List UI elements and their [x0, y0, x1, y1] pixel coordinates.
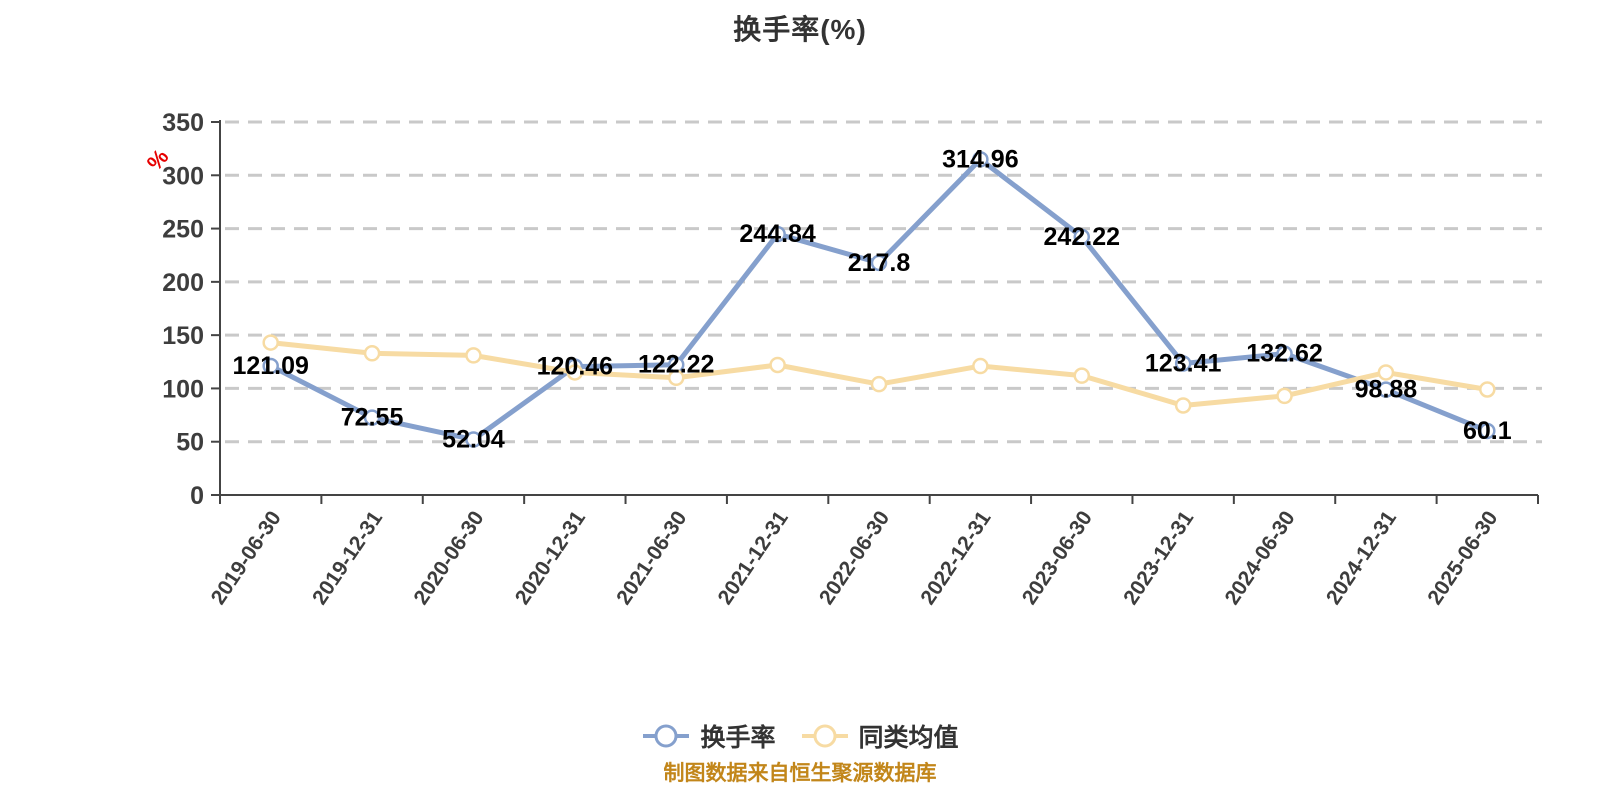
x-axis-label: 2023-06-30: [1018, 507, 1097, 609]
y-axis-label: 50: [176, 429, 204, 457]
data-point-category-average: [262, 334, 279, 351]
data-point-turnover-rate: [1174, 355, 1192, 372]
data-point-turnover-rate: [769, 225, 786, 243]
data-label-turnover-rate: 120.46: [537, 353, 613, 381]
data-point-category-average: [465, 347, 482, 364]
data-label-turnover-rate: 60.1: [1463, 417, 1512, 445]
data-label-turnover-rate: 217.8: [848, 249, 911, 277]
legend-item-turnover-rate[interactable]: 换手率: [641, 718, 776, 754]
series-line-turnover-rate: [268, 156, 1490, 443]
y-axis-label: 150: [162, 322, 204, 350]
data-label-turnover-rate: 123.41: [1145, 349, 1222, 377]
data-label-turnover-rate: 132.62: [1246, 340, 1322, 368]
legend-item-category-average[interactable]: 同类均值: [800, 718, 959, 754]
data-label-turnover-rate: 52.04: [442, 426, 505, 454]
x-axis-label: 2023-12-31: [1119, 507, 1198, 609]
data-label-turnover-rate: 122.22: [638, 351, 714, 379]
x-axis-label: 2019-06-30: [207, 507, 286, 609]
data-point-turnover-rate: [1073, 228, 1091, 246]
data-point-category-average: [1479, 381, 1496, 398]
y-axis-label: 350: [162, 109, 204, 137]
x-axis-label: 2021-06-30: [612, 507, 691, 609]
data-point-category-average: [870, 375, 888, 393]
x-axis-label: 2021-12-31: [714, 507, 793, 609]
y-axis-label: 0: [190, 482, 204, 510]
y-axis-label: 300: [162, 162, 204, 190]
data-label-turnover-rate: 72.55: [341, 404, 404, 432]
x-axis-label: 2024-12-31: [1322, 507, 1401, 609]
data-point-turnover-rate: [262, 357, 279, 375]
data-point-category-average: [1377, 364, 1395, 381]
legend: 换手率 同类均值: [0, 718, 1600, 754]
data-point-category-average: [769, 356, 786, 374]
data-point-turnover-rate: [465, 431, 482, 448]
data-source-note: 制图数据来自恒生聚源数据库: [663, 762, 937, 785]
x-axis-label: 2022-12-31: [916, 507, 995, 609]
data-point-turnover-rate: [1479, 422, 1496, 440]
line-chart-canvas: 0 50 100 150 200 250 300 350 2019-06-30 2019-12-3…: [142, 109, 1542, 609]
data-point-category-average: [566, 364, 584, 381]
data-label-turnover-rate: 314.96: [942, 145, 1018, 173]
data-label-turnover-rate: 121.09: [232, 352, 308, 380]
legend-label-category-average: 同类均值: [858, 724, 959, 752]
data-point-category-average: [1276, 387, 1293, 405]
x-axis-label: 2019-12-31: [308, 507, 387, 609]
data-point-category-average: [1174, 397, 1192, 414]
data-point-turnover-rate: [870, 254, 888, 272]
y-axis-label: 100: [162, 375, 204, 403]
chart-title: 换手率(%): [733, 14, 867, 45]
data-point-turnover-rate: [1276, 345, 1293, 362]
data-point-category-average: [667, 369, 685, 387]
data-label-turnover-rate: 244.84: [739, 220, 816, 248]
data-label-turnover-rate: 242.22: [1044, 223, 1120, 251]
data-point-category-average: [1073, 367, 1091, 384]
x-axis-label: 2020-06-30: [409, 507, 488, 609]
legend-label-turnover-rate: 换手率: [700, 724, 776, 752]
x-axis-label: 2020-12-31: [511, 507, 590, 609]
data-point-category-average: [363, 345, 381, 362]
data-point-category-average: [972, 357, 989, 375]
data-point-turnover-rate: [1377, 381, 1395, 398]
data-label-turnover-rate: 98.88: [1355, 376, 1418, 404]
y-axis-label: 200: [162, 269, 204, 297]
x-axis-label: 2024-06-30: [1221, 507, 1300, 609]
x-axis-label: 2022-06-30: [815, 507, 894, 609]
legend-marker-icon-category-average: [801, 724, 848, 748]
x-axis-label: 2025-06-30: [1423, 507, 1502, 609]
legend-marker-icon-turnover-rate: [643, 724, 690, 748]
y-axis-label: 250: [162, 216, 204, 244]
data-point-turnover-rate: [972, 151, 989, 168]
data-point-turnover-rate: [363, 409, 381, 426]
